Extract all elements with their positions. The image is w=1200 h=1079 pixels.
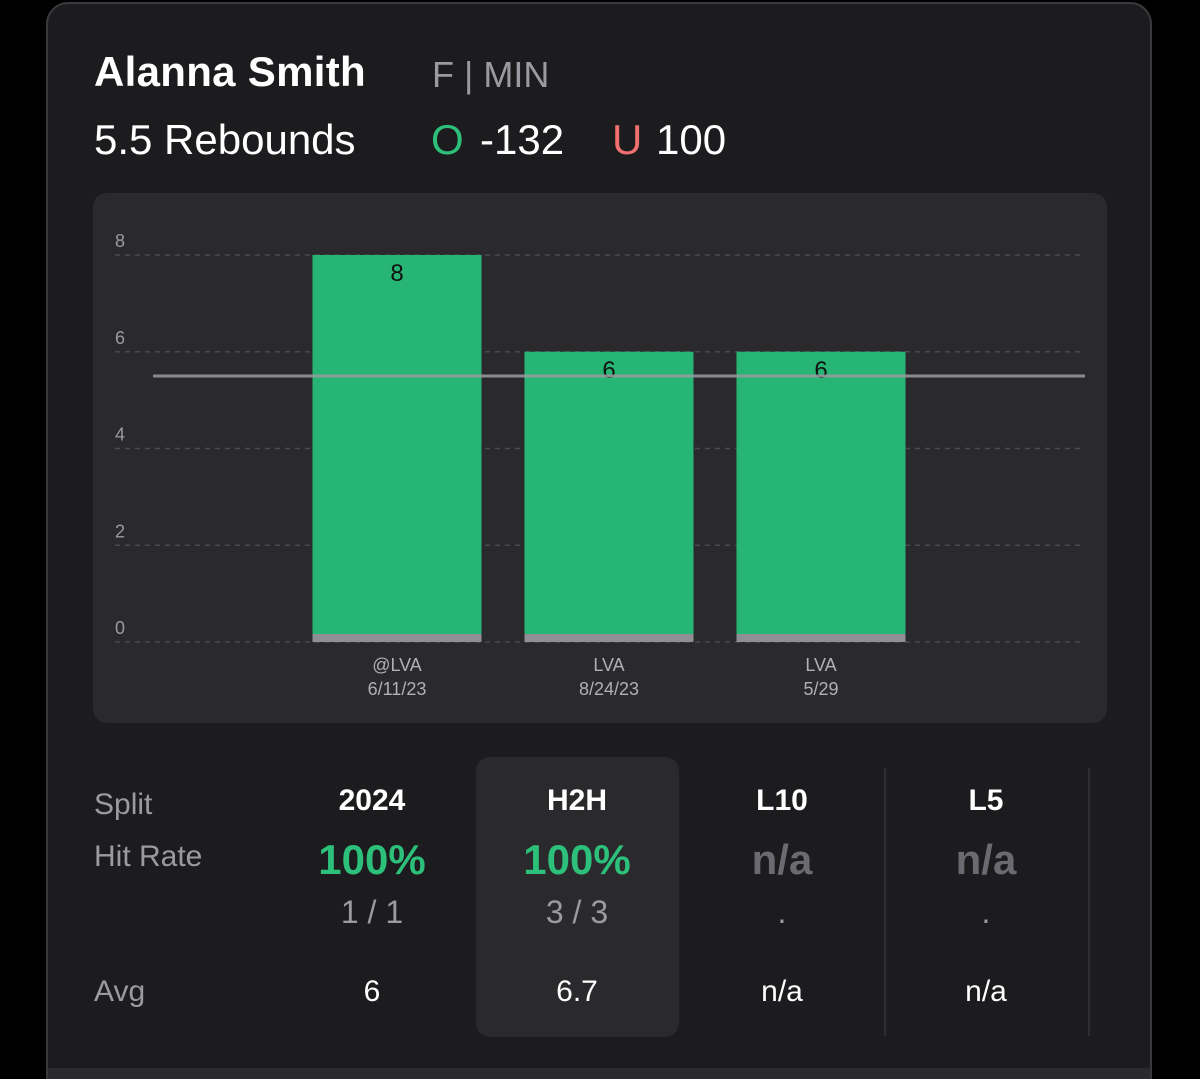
bar-data-label: 6 [602,357,615,384]
column-divider [884,768,886,1036]
y-tick-label: 4 [115,425,125,445]
split-column-header[interactable]: L10 [756,784,808,817]
bar [524,351,694,642]
bar-data-label: 6 [814,357,827,384]
split-column-header[interactable]: H2H [546,784,607,817]
x-tick-label-opponent: LVA [593,655,624,675]
x-tick-label-date: 6/11/23 [368,679,427,699]
split-average: n/a [761,975,803,1008]
bar-baseline [736,634,906,642]
column-divider [1088,768,1090,1036]
bar-baseline [524,634,694,642]
player-name: Alanna Smith [94,48,366,95]
rebounds-bar-chart: 0 2 4 6 8 8 @LVA 6/11/23 6 LVA 8/24/23 6 LVA 5/29 [115,231,1085,699]
y-tick-label: 8 [115,231,125,251]
bar-baseline [312,634,482,642]
y-tick-label: 6 [115,328,125,348]
split-row-label: Split [94,788,153,821]
bar [312,255,482,642]
split-average: n/a [965,975,1007,1008]
hit-rate-row-label: Hit Rate [94,840,203,873]
split-column-header[interactable]: 2024 [338,784,406,817]
under-indicator[interactable]: U [612,116,643,163]
x-tick-label-date: 8/24/23 [579,679,639,699]
bar [736,351,906,642]
y-tick-label: 0 [115,618,125,638]
split-fraction: . [981,894,991,930]
split-hit-rate: 100% [318,836,426,883]
player-position-team: F | MIN [432,54,550,95]
split-hit-rate: n/a [955,836,1017,883]
split-hit-rate: n/a [751,836,813,883]
x-tick-label-date: 5/29 [803,679,838,699]
split-average: 6 [363,975,381,1008]
split-column-header[interactable]: L5 [968,784,1004,817]
bar-data-label: 8 [390,260,403,287]
split-average: 6.7 [556,975,598,1008]
over-indicator[interactable]: O [431,116,464,163]
split-fraction: 3 / 3 [545,894,609,930]
rebounds-chart-panel: 0 2 4 6 8 8 @LVA 6/11/23 6 LVA 8/24/23 6 LVA 5/29 [93,193,1107,723]
split-fraction: . [777,894,787,930]
y-tick-label: 2 [115,521,125,541]
prop-line-label: 5.5 Rebounds [94,116,356,163]
split-hit-rate: 100% [523,836,631,883]
x-tick-label-opponent: LVA [805,655,836,675]
split-fraction: 1 / 1 [340,894,404,930]
selected-split-highlight [476,757,679,1037]
avg-row-label: Avg [94,975,146,1008]
x-tick-label-opponent: @LVA [372,655,422,675]
under-odds[interactable]: 100 [656,116,727,163]
card-bottom-divider [48,1068,1150,1079]
over-odds[interactable]: -132 [480,116,565,163]
